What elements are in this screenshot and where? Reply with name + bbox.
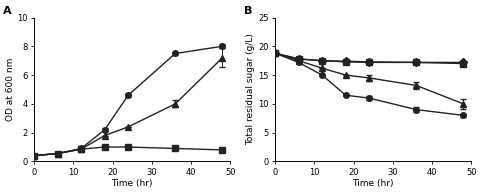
Text: B: B	[244, 6, 252, 16]
Text: A: A	[3, 6, 12, 16]
Y-axis label: Total residual sugar (g/L): Total residual sugar (g/L)	[247, 34, 255, 145]
X-axis label: Time (hr): Time (hr)	[352, 179, 394, 188]
X-axis label: Time (hr): Time (hr)	[111, 179, 153, 188]
Y-axis label: OD at 600 nm: OD at 600 nm	[6, 58, 14, 121]
